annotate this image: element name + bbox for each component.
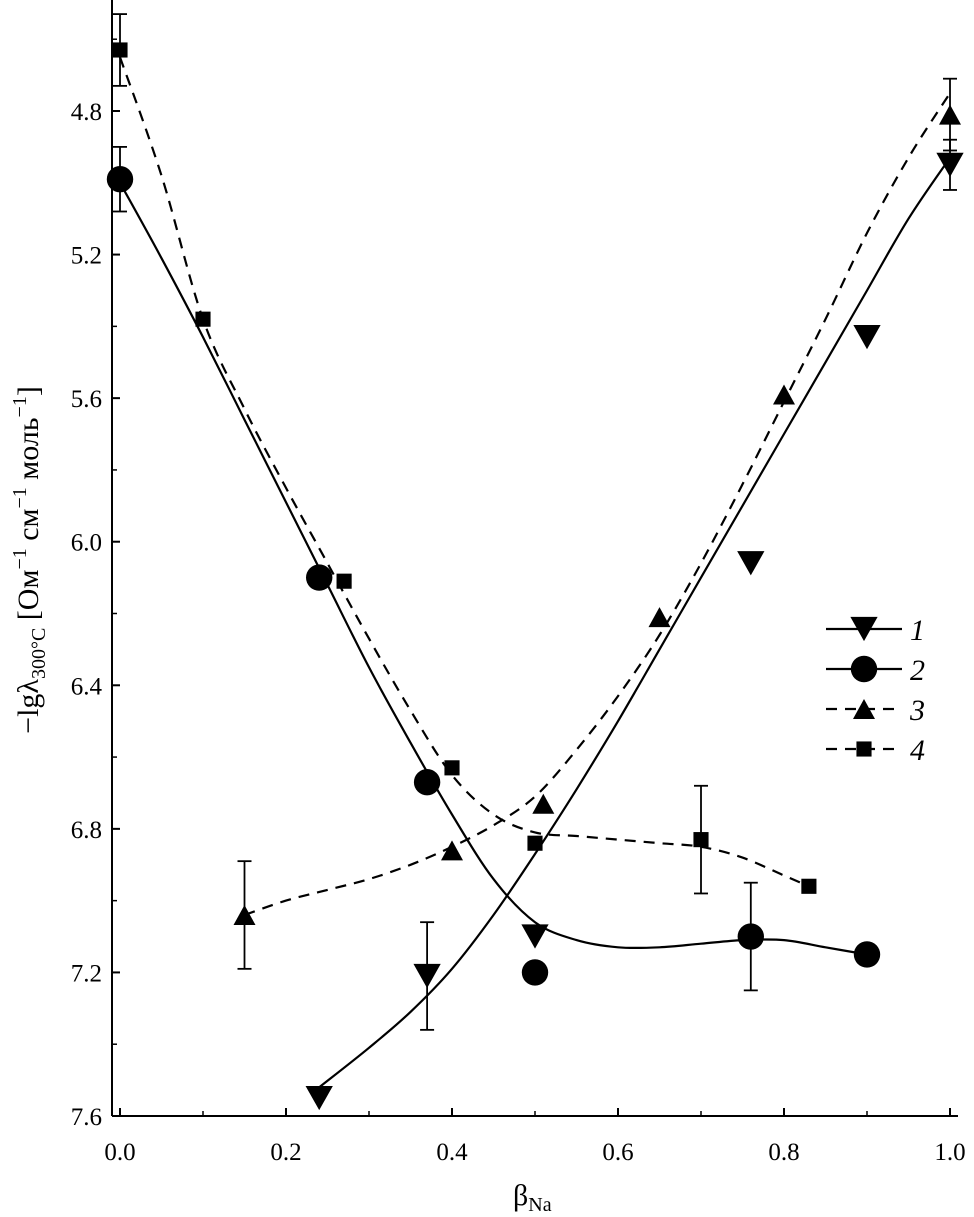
legend-marker [853,699,875,719]
legend-marker [850,655,878,683]
legend-entry-4: 4 [826,734,925,767]
legend-entry-3: 3 [826,694,925,727]
series-3-point [773,384,795,405]
series-2-line [119,182,868,956]
series-4-point [801,878,817,894]
x-axis-title-sub: Na [528,1194,551,1216]
y-axis-title: −lgλ300°C [Ом−1 см−1 моль−1] [9,386,50,734]
x-axis-title-main: β [513,1179,528,1212]
y-axis-title-unit-ohm: [Ом [12,570,45,628]
series-1-line [318,157,951,1089]
series-1-point [305,1085,333,1111]
x-ticks: 0.0 0.2 0.4 0.6 0.8 1.0 [104,1108,966,1166]
y-axis-title-sup-1: −1 [9,548,31,569]
series-3-point [532,793,555,814]
y-tick-label: 6.4 [71,673,103,700]
series-4-point [527,835,543,851]
series-4-point [336,573,352,589]
x-tick-label: 0.2 [270,1139,301,1166]
series-3-point [648,607,671,628]
series-3-point [441,840,463,861]
legend-marker [856,741,872,757]
series-2-point [853,941,881,968]
y-tick-label: 7.2 [71,960,102,987]
y-tick-label: 7.6 [71,1104,102,1131]
x-tick-label: 0.6 [602,1139,633,1166]
series-4-line [118,56,810,888]
series-1-point [853,325,881,350]
series-1-point [413,963,441,989]
y-axis-title-unit-cm: см [12,508,45,548]
series-2-point [306,564,333,591]
error-bars [113,13,957,1031]
legend-label: 1 [910,614,925,647]
series-1-point [521,924,549,949]
x-axis-title: βNa [513,1179,552,1216]
legend: 1 2 3 4 [826,614,925,767]
y-tick-label: 5.2 [71,243,102,270]
series-curves [118,56,951,1089]
series-markers [106,42,964,1111]
series-4-point [693,832,709,848]
x-tick-label: 0.0 [104,1139,135,1166]
series-4-point [112,42,128,58]
y-axis-title-sup-2: −1 [9,487,31,508]
series-3-point [939,104,961,125]
legend-marker [850,616,878,642]
y-axis-title-sub: 300°C [28,628,50,679]
series-4-point [444,760,460,776]
series-2-point [737,923,764,950]
y-tick-label: 4.8 [71,99,102,126]
series-3-line [244,92,951,917]
x-tick-label: 1.0 [934,1139,965,1166]
legend-label: 3 [909,694,925,727]
y-tick-label: 6.0 [71,530,102,557]
x-tick-label: 0.4 [436,1139,468,1166]
x-tick-label: 0.8 [768,1139,799,1166]
y-axis-title-close: ] [12,386,45,396]
series-1-point [737,551,765,576]
y-tick-label: 5.6 [71,386,102,413]
y-axis-title-unit-mol: моль [12,417,45,487]
legend-label: 2 [910,654,925,687]
y-axis-title-sup-3: −1 [9,396,31,417]
series-4-point [195,311,211,327]
plot-area: 0.0 0.2 0.4 0.6 0.8 1.0 4.8 5.2 5.6 6.0 6.4 6.8 7.2… [71,0,966,1166]
legend-label: 4 [910,734,925,767]
legend-entry-2: 2 [826,654,925,687]
legend-entry-1: 1 [826,614,925,647]
y-ticks: 4.8 5.2 5.6 6.0 6.4 6.8 7.2 7.6 [71,38,120,1131]
y-axis-title-main: −lgλ [12,679,45,734]
series-2-point [521,959,549,986]
series-2-point [413,768,441,796]
series-3-point [233,905,256,925]
y-tick-label: 6.8 [71,817,102,844]
series-1-point [936,152,964,177]
series-2-point [106,165,134,193]
